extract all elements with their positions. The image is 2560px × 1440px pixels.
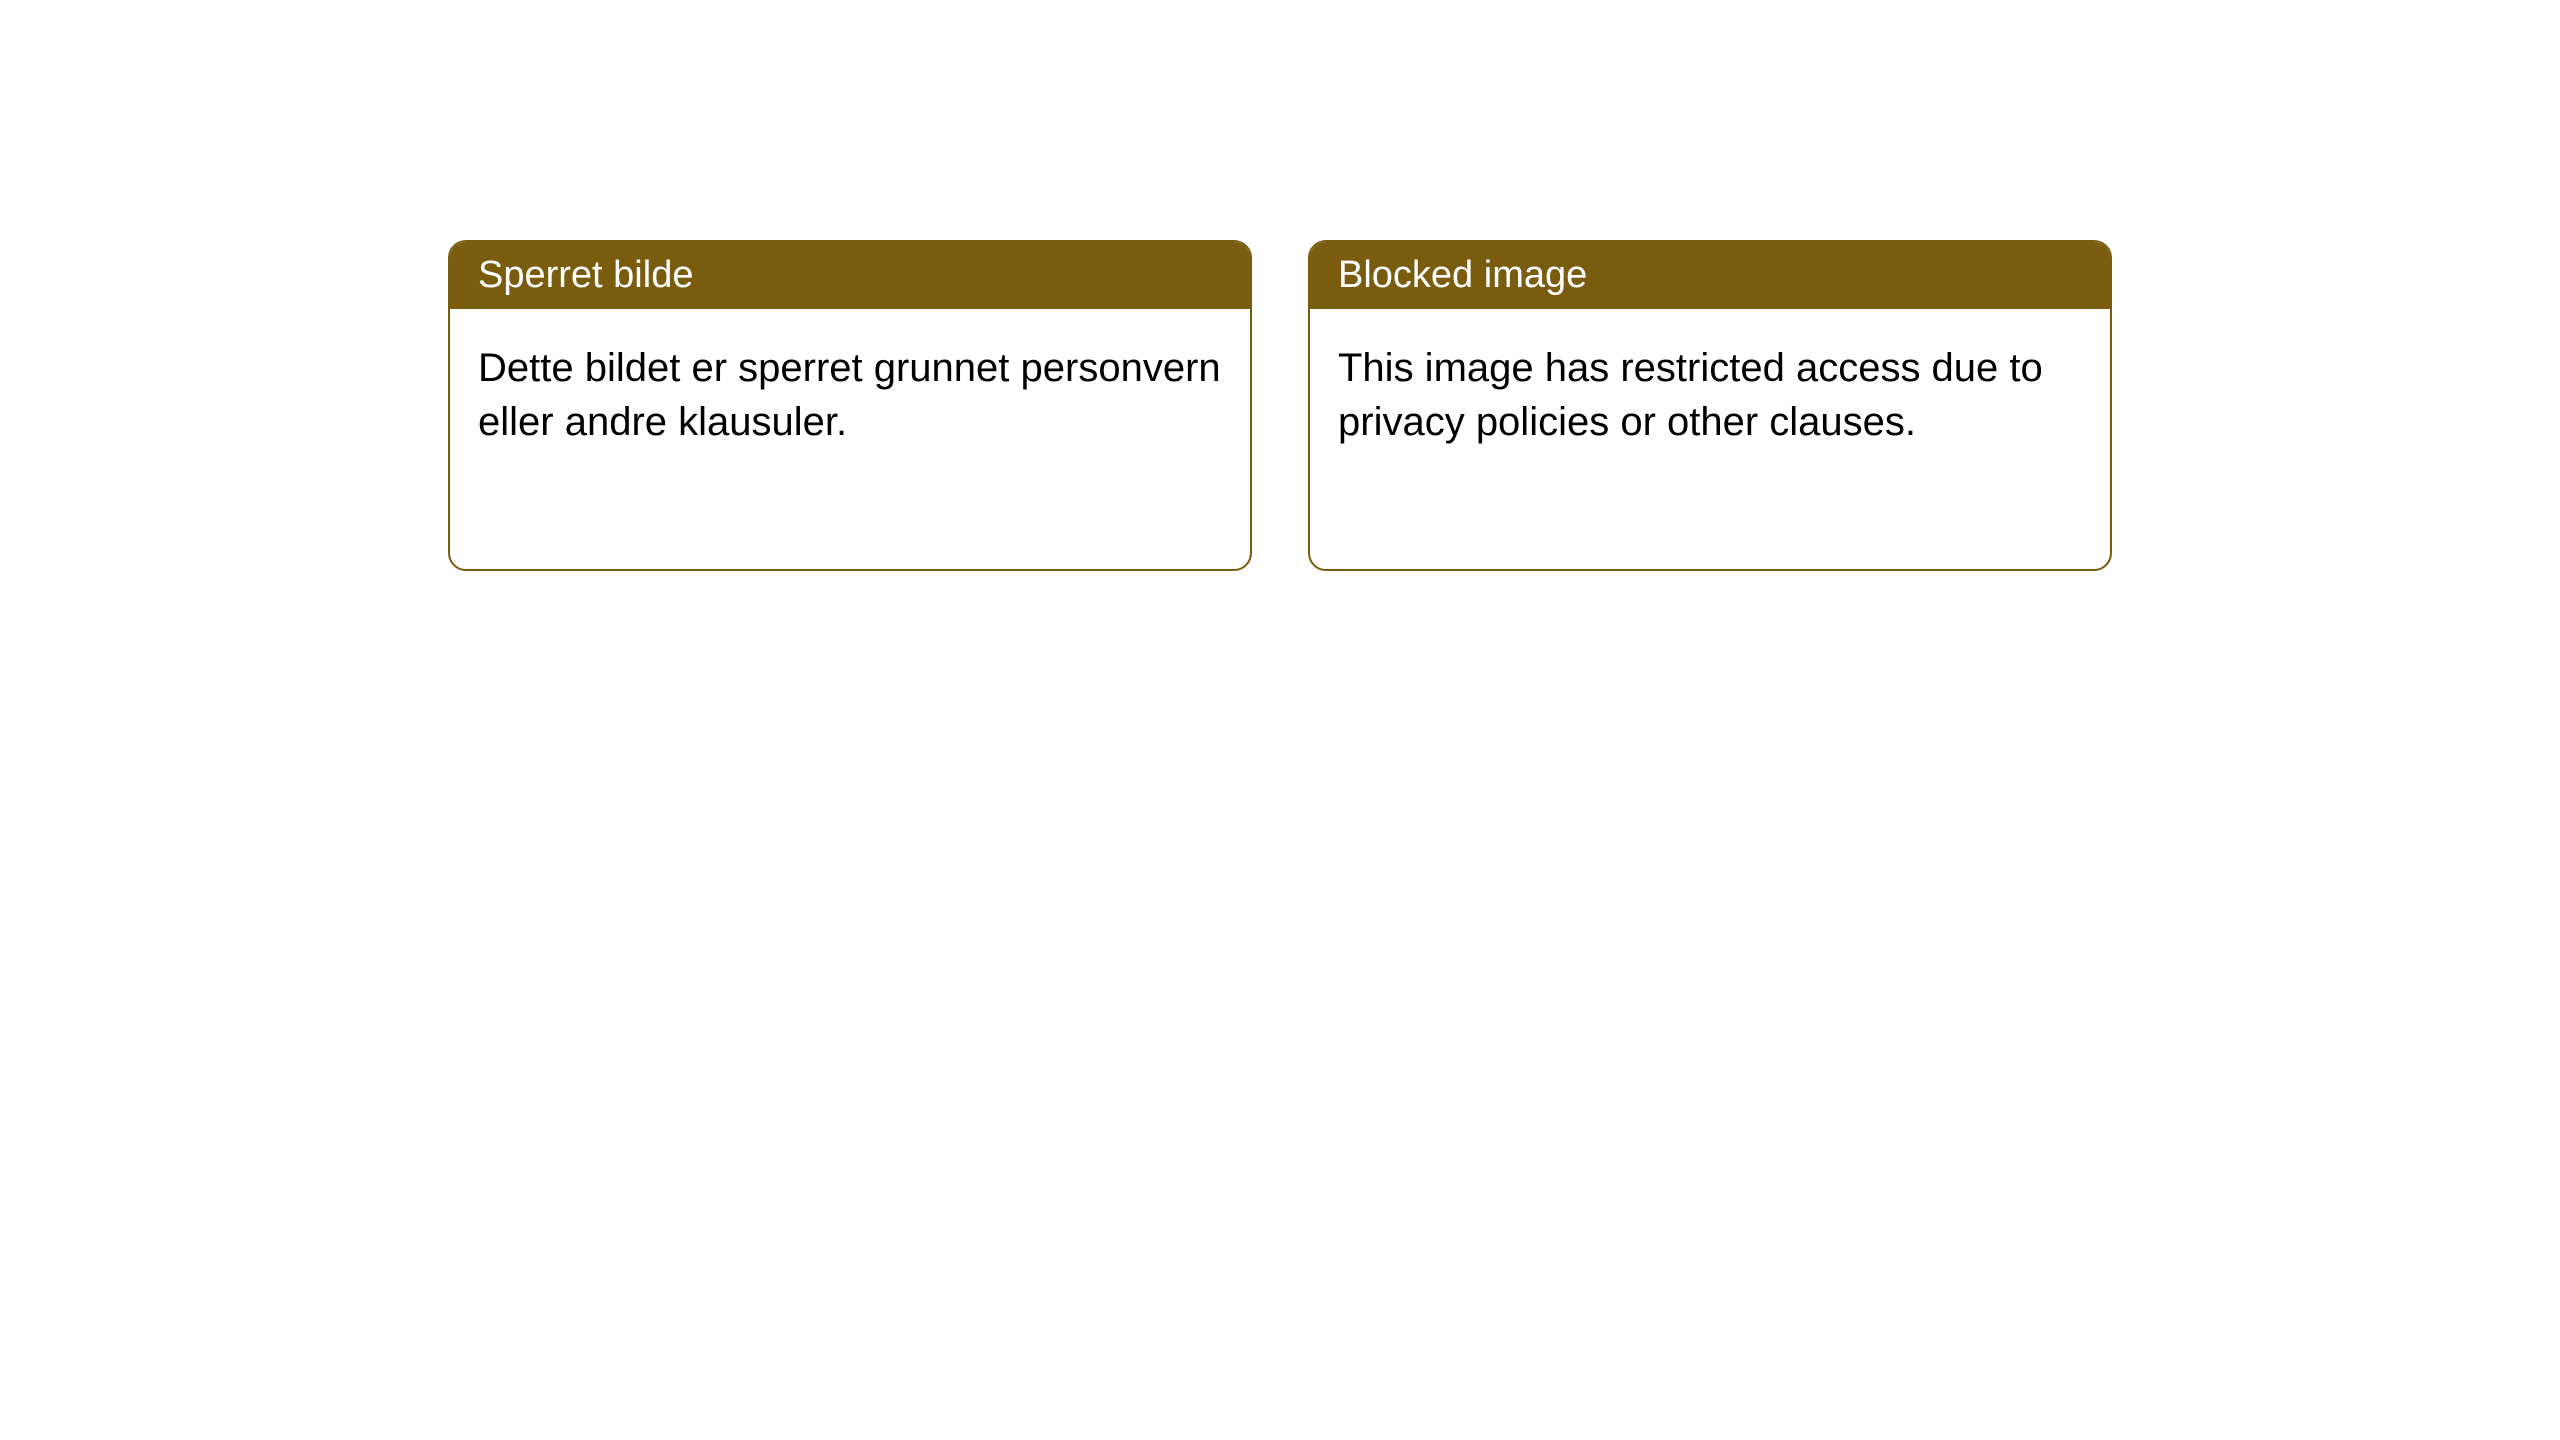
notice-container: Sperret bilde Dette bildet er sperret gr… bbox=[448, 240, 2112, 571]
card-header: Sperret bilde bbox=[450, 242, 1250, 309]
card-body: Dette bildet er sperret grunnet personve… bbox=[450, 309, 1250, 569]
card-body-text: This image has restricted access due to … bbox=[1338, 346, 2043, 444]
card-title: Blocked image bbox=[1338, 254, 1587, 296]
card-header: Blocked image bbox=[1310, 242, 2110, 309]
card-title: Sperret bilde bbox=[478, 254, 693, 296]
notice-card-norwegian: Sperret bilde Dette bildet er sperret gr… bbox=[448, 240, 1252, 571]
card-body: This image has restricted access due to … bbox=[1310, 309, 2110, 569]
card-body-text: Dette bildet er sperret grunnet personve… bbox=[478, 346, 1221, 444]
notice-card-english: Blocked image This image has restricted … bbox=[1308, 240, 2112, 571]
